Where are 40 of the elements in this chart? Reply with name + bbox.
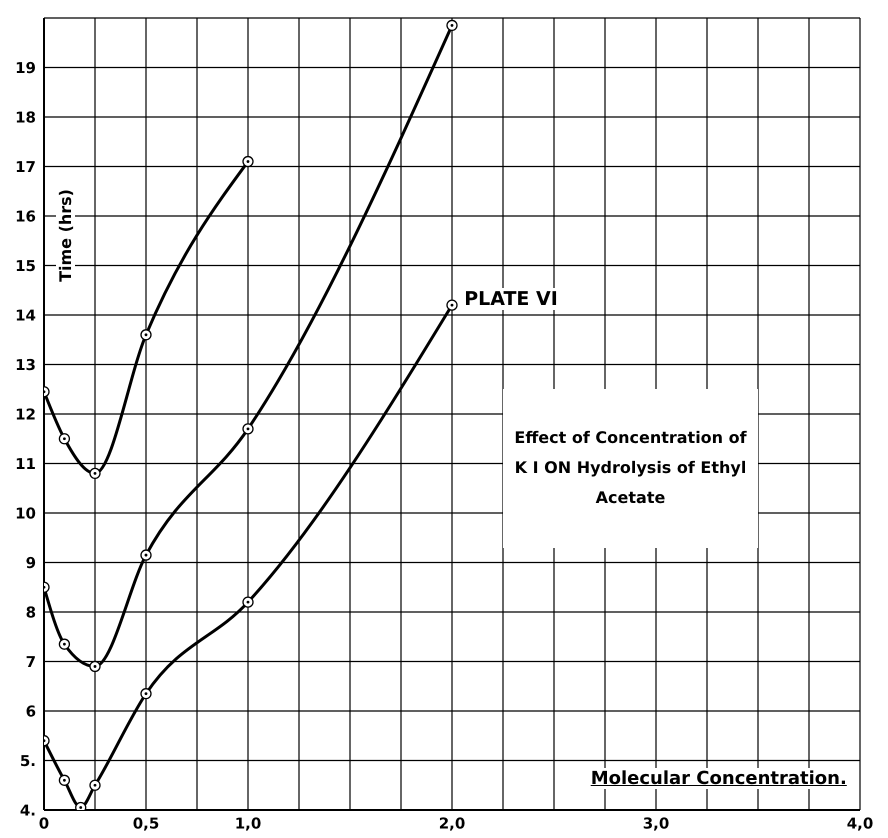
point <box>242 423 254 434</box>
point <box>242 156 254 168</box>
y-tick-label: 17 <box>15 158 36 176</box>
text: Effect of Concentration of K I ON Hydrolysis of Ethyl Acetate <box>513 427 748 510</box>
y-tick-label: 16 <box>15 207 36 226</box>
point <box>58 774 70 786</box>
y-tick-label: 8 <box>26 603 36 622</box>
x-tick-label: 3,0 <box>642 814 670 833</box>
y-tick-label: 4. <box>20 801 36 820</box>
y-tick-label: 11 <box>15 454 36 473</box>
y-tick-label: 12 <box>15 405 36 424</box>
x-tick-label: 1,0 <box>234 814 262 833</box>
x-tick-label: 0 <box>38 814 50 833</box>
point <box>242 596 254 608</box>
y-tick-label: 19 <box>15 58 36 77</box>
x-tick-label: 0,5 <box>132 814 160 833</box>
y-tick-label: 13 <box>15 356 36 374</box>
point <box>89 468 101 480</box>
y-tick-label: 18 <box>15 108 36 126</box>
y-tick-label: 14 <box>15 306 36 324</box>
point <box>58 433 70 444</box>
point <box>446 299 458 311</box>
annotation: PLATE VI <box>462 288 560 310</box>
point <box>140 688 152 700</box>
point <box>89 780 101 791</box>
y-tick-label: 6 <box>26 702 36 720</box>
x-tick-label: 2,0 <box>438 814 466 833</box>
y-tick-label: 15 <box>15 256 36 275</box>
y-axis-title: Time (hrs) <box>56 186 76 286</box>
point <box>140 549 152 561</box>
y-tick-label: 5. <box>20 752 36 770</box>
point <box>58 638 70 650</box>
point <box>89 660 101 672</box>
y-tick-label: 9 <box>26 554 36 572</box>
x-axis-title: Molecular Concentration. <box>588 768 850 789</box>
y-tick-label: 7 <box>26 652 36 671</box>
point <box>446 20 458 32</box>
point <box>140 329 152 340</box>
y-tick-label: 10 <box>15 504 36 522</box>
x-tick-label: 4,0 <box>846 814 874 833</box>
